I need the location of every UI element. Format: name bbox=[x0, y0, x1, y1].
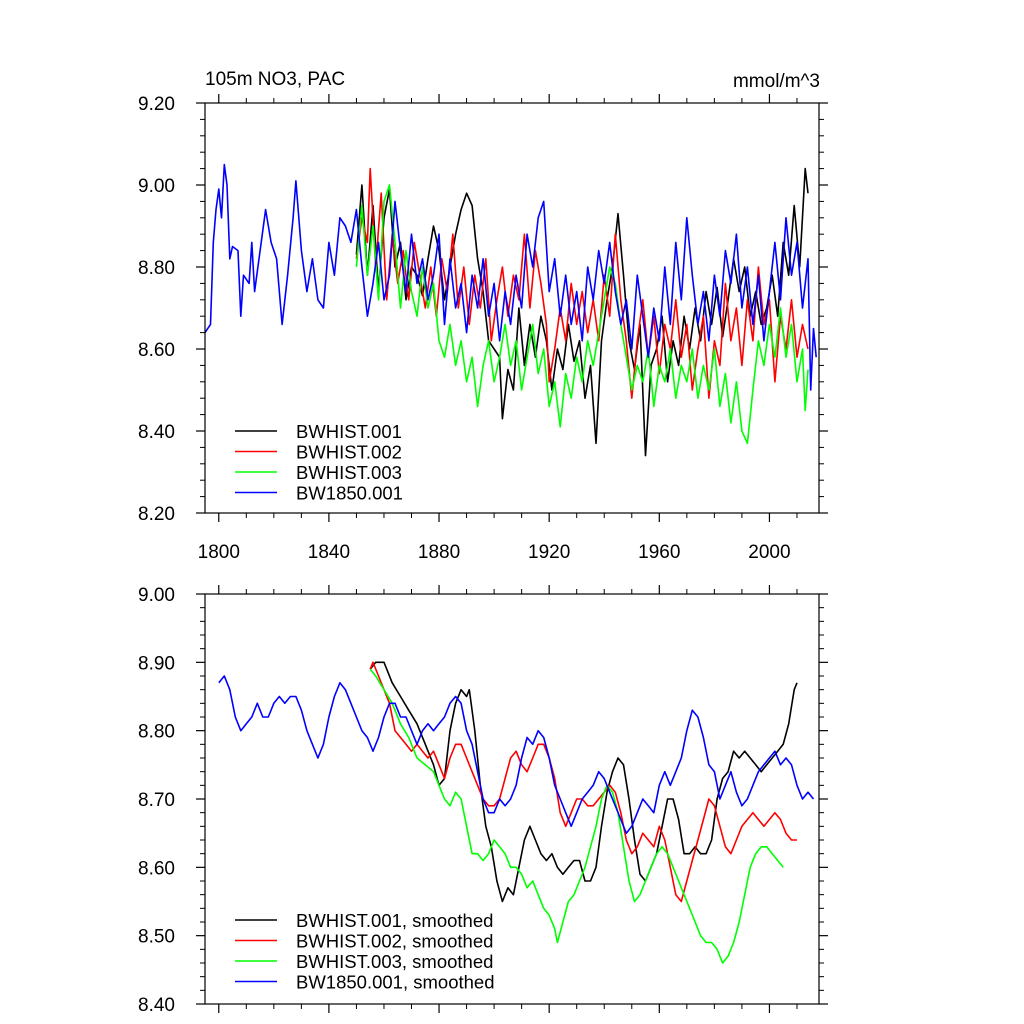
top-chart-y-tick-label: 8.40 bbox=[138, 422, 175, 443]
top-chart-legend-label: BW1850.001 bbox=[296, 483, 403, 504]
top-chart-series-line-3 bbox=[355, 184, 809, 445]
bottom-chart-plot-frame bbox=[204, 593, 820, 1005]
bottom-chart-legend-label: BW1850.001, smoothed bbox=[296, 972, 495, 993]
bottom-chart-y-tick-label: 8.50 bbox=[138, 927, 175, 948]
bottom-chart-series-line-3 bbox=[369, 668, 784, 964]
top-chart-y-tick-label: 8.80 bbox=[138, 258, 175, 279]
bottom-chart-y-tick-label: 8.60 bbox=[138, 858, 175, 879]
top-chart-y-tick-label: 8.60 bbox=[138, 340, 175, 361]
top-chart-legend-label: BWHIST.002 bbox=[296, 442, 402, 463]
bottom-chart-legend-label: BWHIST.003, smoothed bbox=[296, 951, 493, 972]
top-chart-y-tick-label: 9.20 bbox=[138, 94, 175, 115]
top-chart-x-tick-label: 2000 bbox=[748, 542, 790, 563]
top-chart-series-line-2 bbox=[355, 167, 809, 400]
top-chart-legend-label: BWHIST.003 bbox=[296, 462, 402, 483]
bottom-chart-y-tick-label: 8.90 bbox=[138, 653, 175, 674]
top-chart-title-left: 105m NO3, PAC bbox=[205, 69, 345, 90]
bottom-chart-legend-label: BWHIST.002, smoothed bbox=[296, 931, 493, 952]
top-chart-x-tick-label: 1960 bbox=[638, 542, 680, 563]
bottom-chart-series-line-1 bbox=[369, 661, 798, 903]
top-chart-plot-frame bbox=[204, 102, 820, 514]
bottom-chart-legend-label: BWHIST.001, smoothed bbox=[296, 910, 493, 931]
bottom-chart-y-tick-label: 8.80 bbox=[138, 722, 175, 743]
bottom-chart-y-tick-label: 8.70 bbox=[138, 790, 175, 811]
bottom-chart-y-tick-label: 9.00 bbox=[138, 585, 175, 606]
top-chart-legend-label: BWHIST.001 bbox=[296, 421, 402, 442]
top-chart-x-tick-label: 1840 bbox=[308, 542, 350, 563]
top-chart-series-line-1 bbox=[355, 167, 809, 457]
top-chart-y-tick-label: 8.20 bbox=[138, 504, 175, 525]
top-chart-series-line-4 bbox=[204, 163, 817, 391]
top-chart-title-right: mmol/m^3 bbox=[733, 71, 820, 92]
top-chart-panel: 105m NO3, PAC mmol/m^3 1800 1840 1880 1920 1… bbox=[138, 69, 828, 563]
bottom-chart-panel: 8.40 8.50 8.60 8.70 8.80 8.90 9.00 BWHIST.001,… bbox=[138, 585, 828, 1016]
top-chart-x-tick-label: 1800 bbox=[198, 542, 240, 563]
top-chart-y-tick-label: 9.00 bbox=[138, 176, 175, 197]
bottom-chart-y-tick-label: 8.40 bbox=[138, 995, 175, 1016]
top-chart-x-tick-label: 1920 bbox=[528, 542, 570, 563]
top-chart-x-tick-label: 1880 bbox=[418, 542, 460, 563]
bottom-chart-series-line-4 bbox=[218, 675, 815, 835]
